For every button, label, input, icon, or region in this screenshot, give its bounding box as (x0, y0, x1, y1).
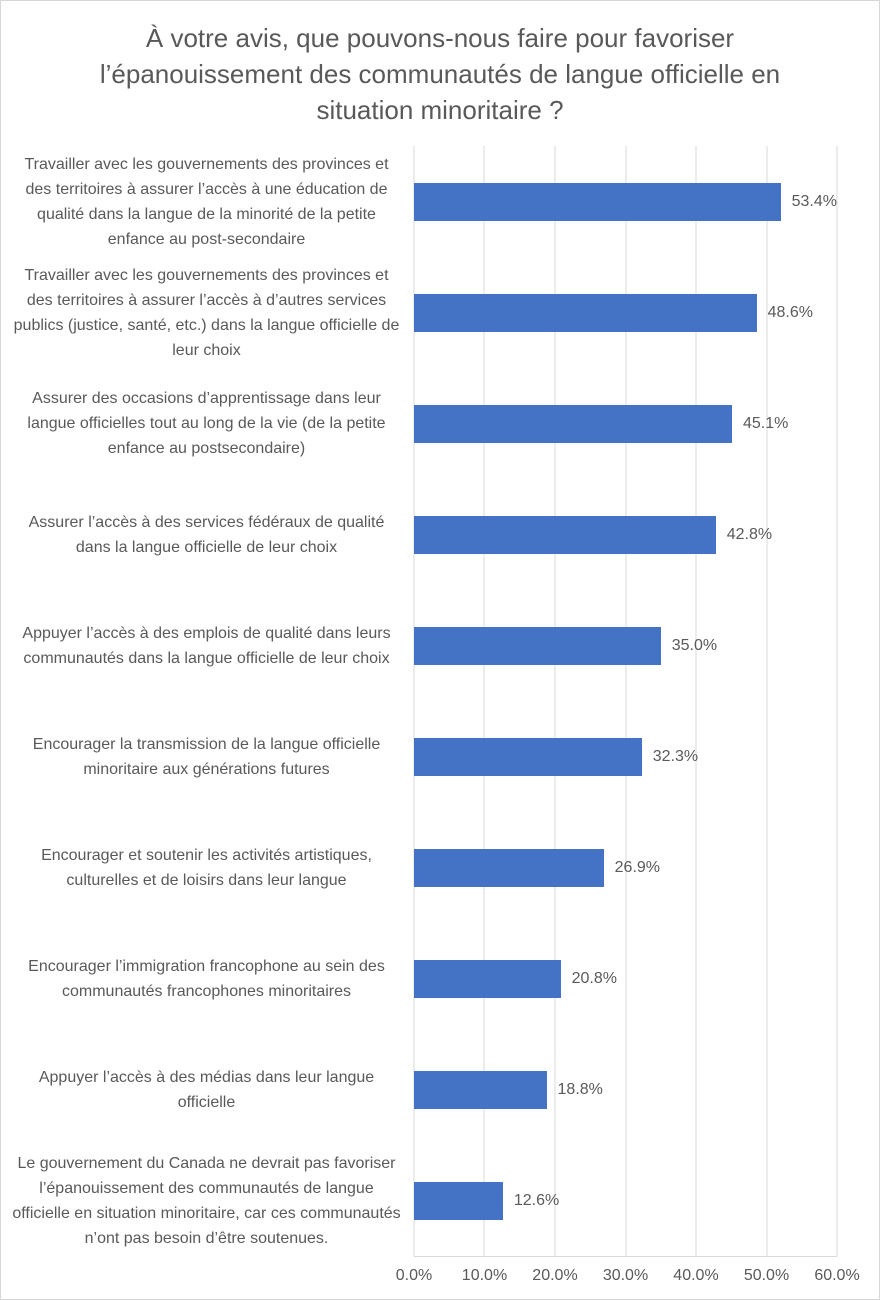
bar (414, 182, 781, 221)
value-label: 32.3% (652, 747, 699, 765)
bar-area: 53.4% (414, 182, 837, 221)
chart-rows: Travailler avec les gouvernements des pr… (1, 146, 879, 1256)
x-axis-tick-label: 20.0% (532, 1267, 578, 1284)
value-label: 48.6% (767, 303, 813, 321)
bar (414, 848, 604, 887)
bar (414, 626, 661, 665)
bar (414, 1181, 503, 1220)
bar-area: 26.9% (414, 848, 837, 887)
gridline-overlay (413, 146, 838, 1256)
bar-area: 20.8% (414, 959, 837, 998)
x-axis: 0.0% 10.0% 20.0% 30.0% 40.0% 50.0% 60.0% (396, 1256, 860, 1299)
category-label: Travailler avec les gouvernements des pr… (24, 155, 389, 248)
gridline (483, 146, 485, 1256)
category-label: Encourager l’immigration francophone au … (28, 957, 385, 1000)
chart-row: Appuyer l’accès à des médias dans leur l… (1, 1034, 879, 1145)
gridline (695, 146, 697, 1256)
x-axis-tick-label: 40.0% (673, 1267, 719, 1284)
bar-area: 45.1% (414, 404, 837, 443)
x-axis-tick-label: 50.0% (743, 1267, 790, 1284)
value-label: 53.4% (791, 192, 837, 210)
category-label: Appuyer l’accès à des emplois de qualité… (22, 624, 391, 667)
value-label: 26.9% (614, 858, 661, 876)
bar (414, 1070, 547, 1109)
value-label: 45.1% (742, 414, 789, 432)
gridline (625, 146, 626, 1256)
value-label: 18.8% (557, 1080, 603, 1098)
gridline (836, 146, 838, 1256)
chart-title: À votre avis, que pouvons-nous faire pou… (99, 23, 781, 125)
bar-area: 32.3% (414, 737, 837, 776)
chart-row: Le gouvernement du Canada ne devrait pas… (1, 1145, 879, 1256)
chart-row: Travailler avec les gouvernements des pr… (1, 257, 879, 368)
category-label: Appuyer l’accès à des médias dans leur l… (38, 1068, 375, 1111)
bar (414, 404, 732, 443)
x-axis-tick-label: 10.0% (461, 1267, 508, 1284)
chart-row: Travailler avec les gouvernements des pr… (1, 146, 879, 257)
value-label: 20.8% (571, 969, 617, 987)
bar-area: 35.0% (414, 626, 837, 665)
bar-area: 48.6% (414, 293, 837, 332)
x-axis-tick-label: 0.0% (395, 1267, 433, 1284)
category-label: Le gouvernement du Canada ne devrait pas… (12, 1154, 401, 1247)
bar (414, 515, 716, 554)
x-axis-tick-label: 30.0% (602, 1267, 649, 1284)
bar (414, 293, 757, 332)
gridline (766, 146, 767, 1256)
chart-row: Encourager l’immigration francophone au … (1, 923, 879, 1034)
bar-area: 42.8% (414, 515, 837, 554)
bar (414, 737, 642, 776)
chart-row: Encourager la transmission de la langue … (1, 701, 879, 812)
x-axis-tick-label: 60.0% (814, 1267, 860, 1284)
category-label: Assurer des occasions d’apprentissage da… (27, 390, 386, 457)
gridline (413, 146, 415, 1256)
chart-row: Appuyer l’accès à des emplois de qualité… (1, 590, 879, 701)
value-label: 12.6% (513, 1191, 560, 1209)
category-label: Encourager la transmission de la langue … (32, 735, 381, 778)
category-label: Encourager et soutenir les activités art… (41, 846, 372, 889)
bar-area: 12.6% (414, 1181, 837, 1220)
chart-row: Assurer l’accès à des services fédéraux … (1, 479, 879, 590)
chart-row: Assurer des occasions d’apprentissage da… (1, 368, 879, 479)
category-label: Travailler avec les gouvernements des pr… (13, 266, 400, 359)
category-label: Assurer l’accès à des services fédéraux … (28, 513, 385, 556)
chart-row: Encourager et soutenir les activités art… (1, 812, 879, 923)
bar (414, 959, 561, 998)
bar-area: 18.8% (414, 1070, 837, 1109)
value-label: 42.8% (726, 525, 773, 543)
gridline (554, 146, 556, 1256)
value-label: 35.0% (671, 636, 718, 654)
plot-area: Travailler avec les gouvernements des pr… (1, 146, 879, 1256)
